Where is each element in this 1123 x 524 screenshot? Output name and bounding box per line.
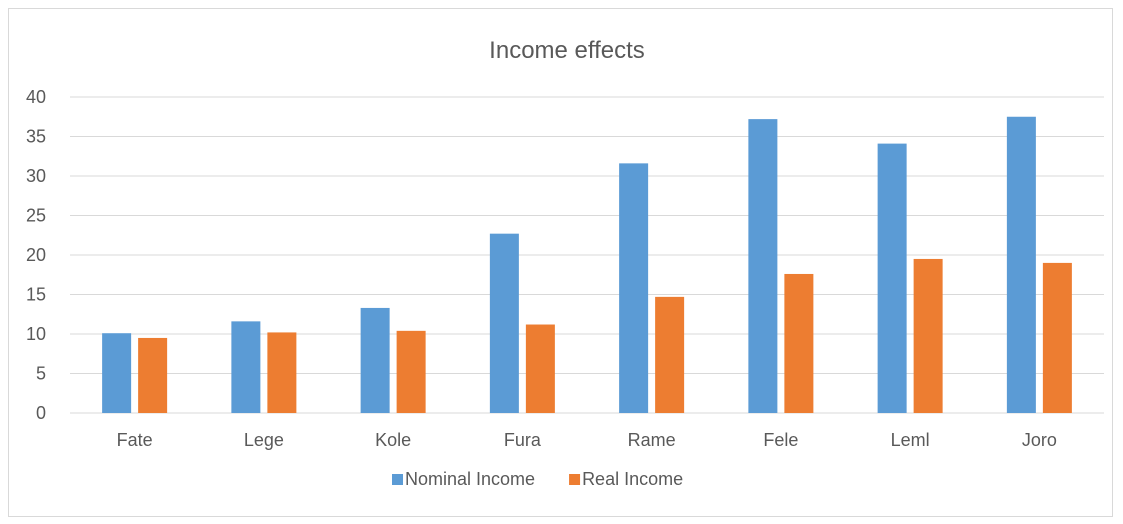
bar-real-income-fate — [138, 337, 168, 413]
y-tick-label: 35 — [26, 127, 46, 147]
y-tick-label: 5 — [36, 364, 46, 384]
legend-swatch-nominal-income — [392, 474, 403, 485]
bar-nominal-income-lege — [231, 321, 261, 413]
x-tick-label: Fura — [504, 430, 542, 450]
legend-swatch-real-income — [569, 474, 581, 485]
bar-nominal-income-leml — [877, 143, 907, 414]
x-tick-label: Lege — [244, 430, 284, 450]
x-axis-ticks: Fate Lege Kole Fura Rame Fele Leml Joro — [117, 430, 1057, 450]
bar-real-income-fele — [784, 273, 814, 413]
bar-nominal-income-fura — [489, 233, 519, 413]
bar-real-income-rame — [655, 296, 685, 413]
y-axis-ticks: 0 5 10 15 20 25 30 35 40 — [26, 87, 46, 423]
y-tick-label: 40 — [26, 87, 46, 107]
y-tick-label: 30 — [26, 166, 46, 186]
y-tick-label: 15 — [26, 285, 46, 305]
bar-real-income-fura — [525, 324, 555, 413]
bar-nominal-income-fele — [748, 119, 778, 414]
y-tick-label: 10 — [26, 324, 46, 344]
x-tick-label: Kole — [375, 430, 411, 450]
legend-label: Real Income — [582, 469, 683, 489]
bar-nominal-income-joro — [1006, 116, 1036, 413]
bar-real-income-lege — [267, 332, 297, 413]
legend-label: Nominal Income — [405, 469, 535, 489]
gridlines — [70, 96, 1104, 414]
x-tick-label: Joro — [1022, 430, 1057, 450]
chart-title: Income effects — [489, 37, 645, 64]
x-tick-label: Fele — [763, 430, 798, 450]
bar-real-income-joro — [1042, 262, 1072, 413]
x-tick-label: Fate — [117, 430, 153, 450]
bar-nominal-income-kole — [360, 307, 390, 413]
y-tick-label: 0 — [36, 403, 46, 423]
x-tick-label: Leml — [891, 430, 930, 450]
bar-nominal-income-fate — [102, 333, 132, 413]
bar-nominal-income-rame — [619, 163, 649, 413]
x-tick-label: Rame — [628, 430, 676, 450]
bar-real-income-leml — [913, 258, 943, 413]
y-tick-label: 25 — [26, 206, 46, 226]
legend: Nominal Income Real Income — [392, 469, 683, 489]
bar-real-income-kole — [396, 330, 426, 413]
bars — [102, 116, 1072, 414]
y-tick-label: 20 — [26, 245, 46, 265]
